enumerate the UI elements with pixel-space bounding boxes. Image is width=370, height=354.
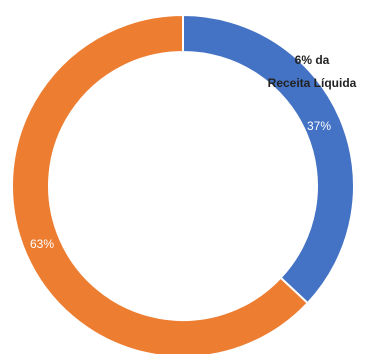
slice-label-37: 37% <box>307 119 331 133</box>
slice-label-63: 63% <box>30 237 54 251</box>
donut-slices <box>11 13 356 354</box>
donut-slice-63 <box>11 13 310 354</box>
annotation-line-1: 6% da <box>295 53 330 67</box>
annotation-line-2: Receita Líquida <box>268 76 357 90</box>
